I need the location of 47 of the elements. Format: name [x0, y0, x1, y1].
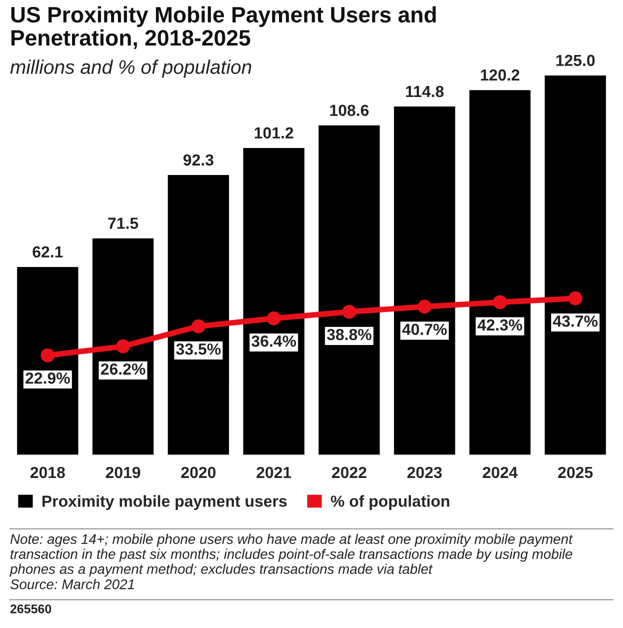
x-tick-label: 2022 — [332, 466, 366, 478]
data-label: 38.8% — [326, 328, 372, 340]
point — [116, 339, 130, 354]
data-label: 125.0 — [556, 54, 595, 66]
data-label: 62.1 — [32, 246, 63, 258]
data-label: 33.5% — [176, 343, 221, 355]
chart-title: US Proximity Mobile Payment Users and Penetration, 2018-2025 — [11, 6, 436, 49]
legend-label: % of population — [330, 495, 450, 510]
x-tick-label: 2019 — [106, 466, 140, 478]
bar — [91, 236, 156, 456]
data-label: 114.8 — [406, 86, 444, 98]
point — [191, 319, 206, 334]
x-tick-label: 2018 — [30, 466, 65, 478]
data-label: 36.4% — [252, 335, 296, 347]
bar — [242, 146, 306, 456]
data-label: 42.3% — [478, 319, 522, 331]
text: 265560 — [10, 604, 52, 614]
point — [568, 291, 582, 306]
bar — [16, 266, 80, 456]
data-label: 40.7% — [402, 324, 447, 336]
data-label: 108.6 — [330, 104, 369, 116]
point — [493, 295, 507, 310]
point — [342, 304, 356, 319]
point — [40, 348, 55, 362]
data-label: 22.9% — [26, 372, 70, 384]
x-tick-label: 2023 — [407, 466, 442, 478]
bar — [468, 88, 532, 456]
point — [418, 300, 432, 314]
x-tick-label: 2024 — [482, 466, 518, 478]
bar — [317, 124, 382, 456]
data-label: 71.5 — [108, 218, 138, 229]
data-label: 92.3 — [183, 154, 214, 166]
source-note: Source: March 2021 — [10, 579, 134, 590]
x-tick-label: 2021 — [256, 466, 292, 478]
data-label: 120.2 — [480, 69, 520, 81]
bar — [392, 105, 457, 456]
text: Note: ages 14+; mobile phone users who have made at least one proximity mobile payment transaction in the past six months; includes point-of-sale transactions made by using mobile phones as a payment method; excludes transactions made via tablet — [10, 534, 573, 577]
data-label: 26.2% — [100, 363, 146, 375]
x-tick-label: 2020 — [181, 466, 216, 478]
bar — [166, 174, 230, 456]
bar — [543, 74, 608, 456]
legend-label: Proximity mobile payment users — [42, 495, 287, 510]
chart-subtitle: millions and % of population — [10, 60, 252, 78]
point — [266, 311, 281, 326]
x-tick-label: 2025 — [558, 466, 593, 478]
data-label: 43.7% — [552, 315, 598, 327]
data-label: 101.2 — [254, 127, 294, 139]
